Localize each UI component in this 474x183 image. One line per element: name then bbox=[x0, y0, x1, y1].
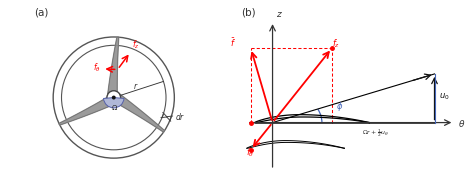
Text: $u_0$: $u_0$ bbox=[439, 91, 450, 102]
Circle shape bbox=[112, 96, 116, 100]
Text: $\phi$: $\phi$ bbox=[336, 100, 343, 113]
Polygon shape bbox=[59, 94, 117, 125]
Circle shape bbox=[107, 91, 120, 104]
Text: $z$: $z$ bbox=[275, 10, 283, 19]
Wedge shape bbox=[103, 98, 124, 108]
Text: $f_\theta$: $f_\theta$ bbox=[93, 62, 100, 74]
Text: (b): (b) bbox=[241, 8, 255, 18]
Text: $f_z$: $f_z$ bbox=[132, 39, 140, 51]
Text: $\bar{f}$: $\bar{f}$ bbox=[230, 36, 236, 49]
Polygon shape bbox=[112, 92, 164, 132]
Text: $\Omega r + \frac{1}{2}u_\theta$: $\Omega r + \frac{1}{2}u_\theta$ bbox=[362, 127, 389, 139]
Text: $r$: $r$ bbox=[134, 81, 139, 91]
Text: $f_\theta$: $f_\theta$ bbox=[246, 147, 254, 159]
Text: $f_z$: $f_z$ bbox=[332, 38, 340, 50]
Polygon shape bbox=[108, 37, 119, 98]
Text: $dr$: $dr$ bbox=[175, 111, 186, 122]
Text: (a): (a) bbox=[34, 7, 48, 17]
Text: $\Omega$: $\Omega$ bbox=[111, 103, 118, 112]
Text: $\theta$: $\theta$ bbox=[458, 118, 465, 129]
